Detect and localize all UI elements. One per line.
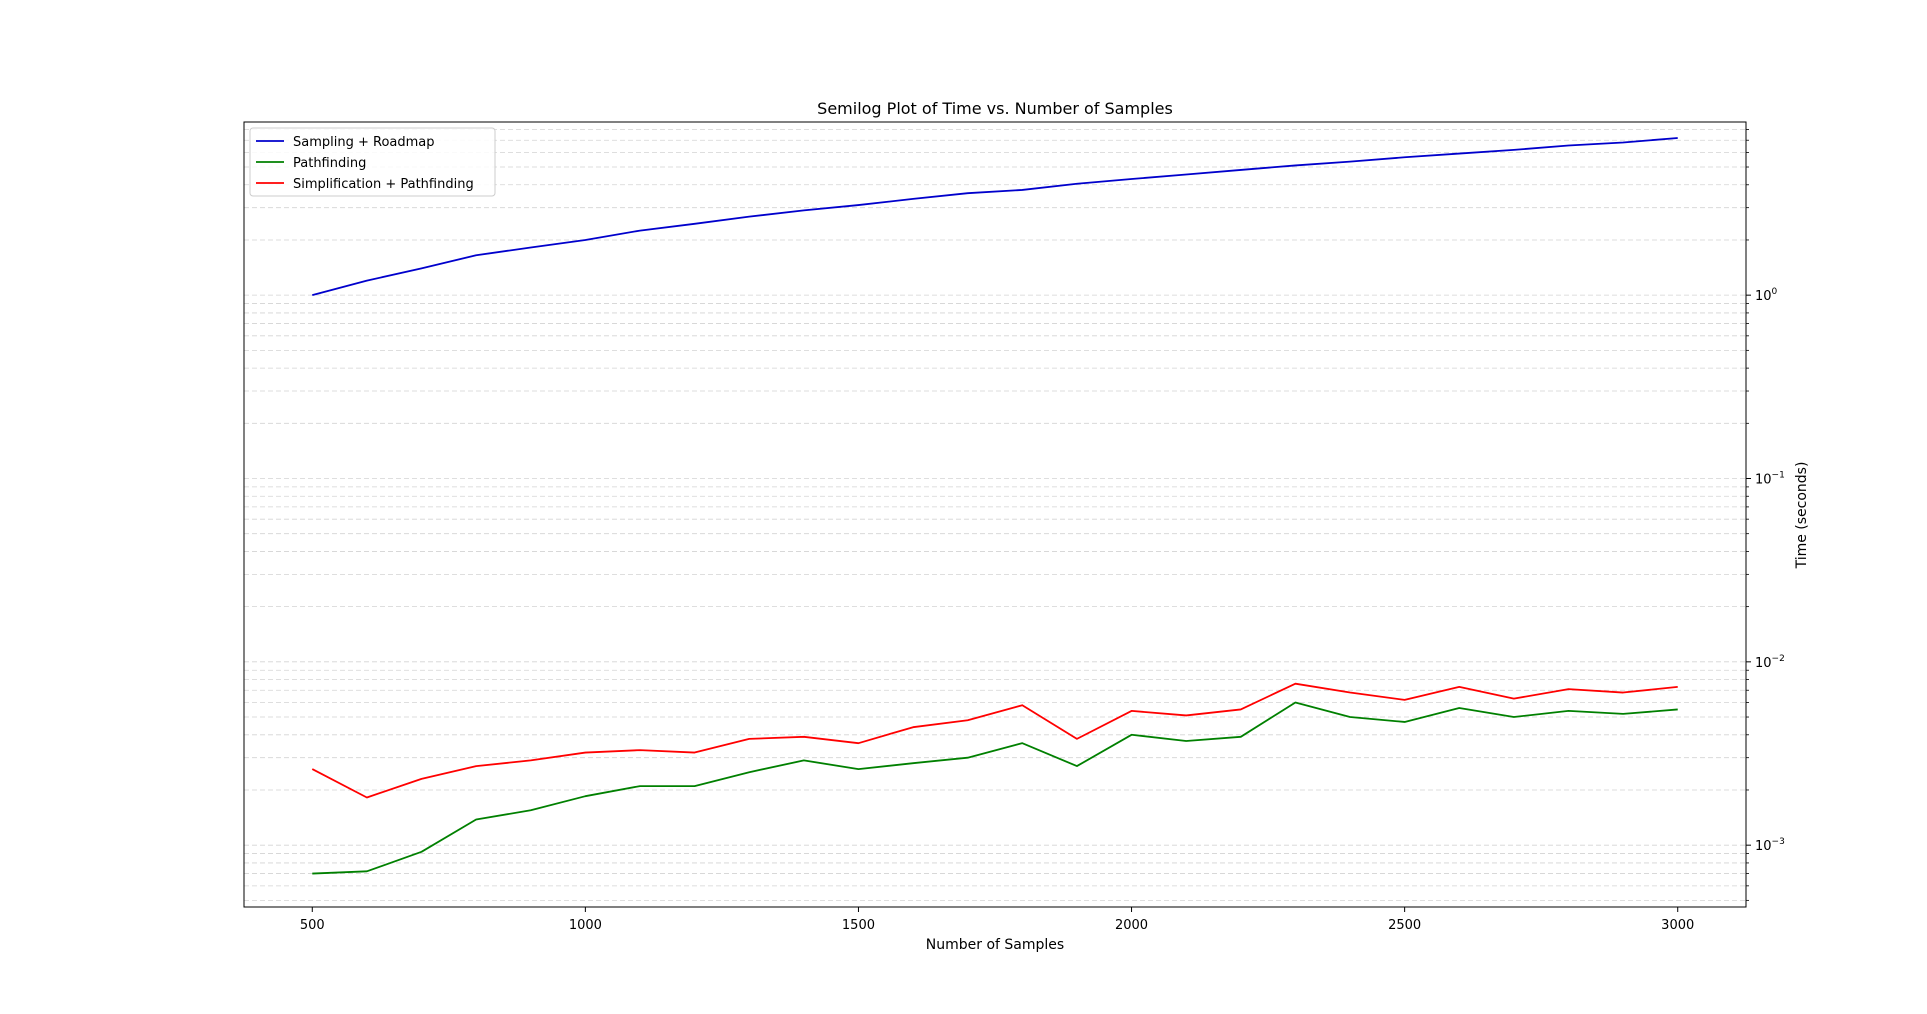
legend-frame	[249, 127, 496, 197]
y-axis: 10−3 10−2 10−1 100	[1746, 129, 1785, 901]
series-line-1	[312, 137, 1678, 297]
chart-title: Semilog Plot of Time vs. Number of Sampl…	[817, 99, 1173, 118]
y-tick-label: 10−3	[1755, 837, 1785, 854]
series-layer	[311, 137, 1678, 875]
x-tick-label: 1500	[842, 918, 875, 933]
y-tick-label: 10−1	[1755, 470, 1785, 487]
x-tick-label: 500	[300, 918, 325, 933]
x-tick-label: 2500	[1388, 918, 1421, 933]
series-line-2	[312, 701, 1678, 875]
legend-label-1: Sampling + Roadmap	[293, 135, 435, 150]
x-tick-label: 1000	[569, 918, 602, 933]
y-axis-label: Time (seconds)	[1794, 462, 1810, 570]
series-line-3	[311, 682, 1678, 799]
plot-frame	[243, 121, 1747, 908]
y-tick-label: 100	[1755, 287, 1778, 304]
x-axis: 500 1000 1500 2000 2500 3000	[300, 907, 1694, 933]
grid	[244, 129, 1746, 901]
y-tick-label: 10−2	[1755, 654, 1785, 671]
x-tick-label: 3000	[1661, 918, 1694, 933]
x-axis-label: Number of Samples	[926, 937, 1064, 953]
legend: Sampling + Roadmap Pathfinding Simplificat…	[249, 127, 496, 197]
legend-label-3: Simplification + Pathfinding	[293, 177, 474, 192]
legend-label-2: Pathfinding	[293, 156, 366, 171]
x-tick-label: 2000	[1115, 918, 1148, 933]
